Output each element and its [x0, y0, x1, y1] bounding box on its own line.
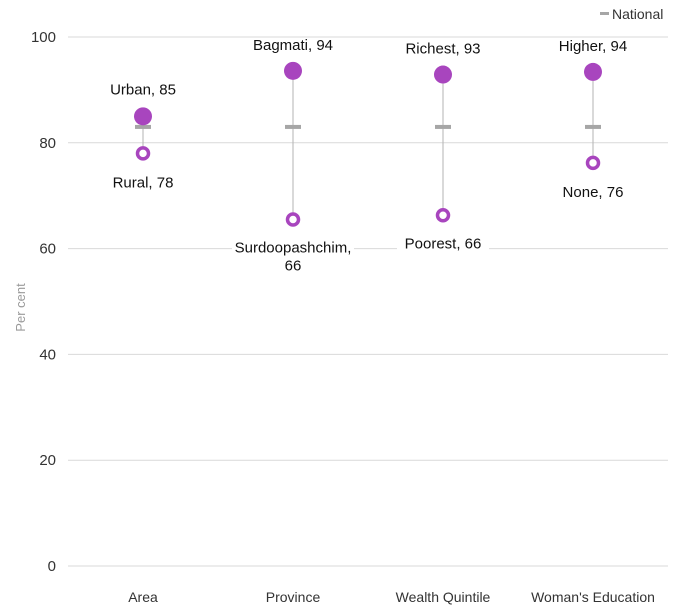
low-label-2: Poorest, 66 — [405, 235, 482, 252]
x-axis-categories: Area Province Wealth Quintile Woman's Educa… — [128, 589, 655, 605]
y-tick-label-80: 80 — [39, 135, 56, 152]
low-label-line2-1: 66 — [285, 258, 302, 275]
y-tick-label-100: 100 — [31, 29, 56, 46]
high-dot-2 — [434, 65, 452, 84]
low-label-bg-2 — [397, 232, 489, 254]
low-label-bg-3 — [547, 180, 639, 202]
high-label-1: Bagmati, 94 — [253, 37, 333, 54]
high-dot-3 — [584, 62, 602, 81]
data-labels: Urban, 85 Rural, 78 Bagmati, 94 Surdoopashc… — [97, 37, 639, 277]
range-lines — [142, 70, 594, 220]
low-label-bg-0 — [97, 171, 189, 193]
low-label-3: None, 76 — [563, 184, 624, 201]
legend: National — [600, 6, 663, 22]
low-dot-3 — [585, 155, 601, 171]
y-axis-label: Per cent — [13, 283, 28, 332]
data-marks — [134, 61, 602, 227]
national-marker-0 — [135, 124, 151, 129]
y-tick-label-60: 60 — [39, 241, 56, 258]
y-axis-ticks: 0 20 40 60 80 100 — [31, 29, 56, 575]
national-legend-label: National — [612, 6, 663, 22]
low-label-0: Rural, 78 — [113, 174, 174, 191]
high-dot-0 — [134, 107, 152, 126]
category-label-0: Area — [128, 589, 158, 605]
national-legend-swatch — [600, 12, 609, 15]
national-marker-1 — [285, 124, 301, 129]
category-label-3: Woman's Education — [531, 589, 655, 605]
low-label-bg-1 — [232, 236, 354, 277]
high-label-0: Urban, 85 — [110, 81, 176, 98]
low-dot-2 — [435, 208, 451, 223]
low-label-1: Surdoopashchim, — [235, 240, 352, 257]
national-marker-3 — [585, 124, 601, 129]
high-label-3: Higher, 94 — [559, 38, 627, 55]
high-dot-1 — [284, 61, 302, 80]
y-tick-label-20: 20 — [39, 452, 56, 469]
y-tick-label-0: 0 — [48, 558, 56, 575]
gridlines — [68, 36, 668, 567]
category-label-1: Province — [266, 589, 321, 605]
low-dot-0 — [135, 146, 151, 161]
category-label-2: Wealth Quintile — [396, 589, 491, 605]
low-dot-1 — [285, 212, 301, 227]
national-marker-2 — [435, 124, 451, 129]
y-tick-label-40: 40 — [39, 346, 56, 363]
high-label-2: Richest, 93 — [405, 41, 480, 58]
